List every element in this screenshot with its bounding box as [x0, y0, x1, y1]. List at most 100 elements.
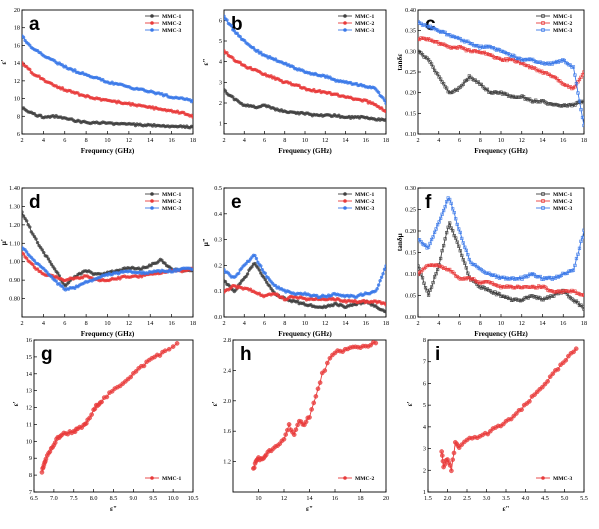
data-point [460, 236, 464, 241]
x-tick-label: 8 [479, 320, 482, 327]
y-tick-label: 6 [219, 17, 222, 24]
data-point [238, 34, 242, 39]
y-axis-label: μ" [202, 238, 210, 246]
legend-marker [541, 14, 545, 18]
y-tick-label: 0.1 [214, 288, 222, 295]
data-point [555, 367, 561, 372]
legend-label: MMC-3 [162, 28, 181, 34]
data-point [466, 271, 470, 275]
y-tick-label: 0.5 [214, 185, 222, 192]
x-tick-label: 6 [458, 320, 461, 327]
data-point [235, 31, 239, 36]
plot-area [224, 253, 386, 314]
plot-area [224, 14, 386, 122]
data-point [566, 353, 571, 359]
y-tick-label: 0.25 [405, 69, 416, 76]
y-tick-label: 2.4 [223, 367, 231, 374]
data-point [253, 261, 257, 266]
data-point [379, 275, 384, 279]
x-tick-label: 16 [332, 495, 338, 502]
data-point [466, 77, 470, 82]
x-tick-label: 18 [357, 495, 363, 502]
data-point [582, 100, 584, 104]
y-axis-label: μ' [0, 239, 8, 245]
data-point [52, 267, 57, 271]
legend-marker [150, 14, 154, 18]
data-point [384, 310, 386, 314]
data-point [325, 360, 330, 366]
y-tick-label: 12 [26, 405, 32, 412]
x-tick-label: 10 [498, 320, 504, 327]
data-point [231, 95, 235, 99]
data-point [501, 421, 506, 427]
panel-letter: c [425, 14, 436, 35]
legend-label: MMC-1 [553, 14, 572, 20]
panel-letter: d [29, 192, 41, 213]
data-point [442, 208, 446, 213]
legend-marker [541, 192, 545, 196]
legend-item-mmc-1: MMC-1 [338, 14, 374, 20]
data-point [317, 380, 323, 385]
data-point [250, 265, 254, 269]
y-tick-label: 10 [14, 96, 20, 103]
legend-item-mmc-1: MMC-1 [536, 192, 572, 198]
data-point [166, 346, 172, 352]
data-point [423, 286, 428, 290]
y-tick-label: 1.40 [9, 185, 20, 192]
legend-item-mmc-2: MMC-2 [338, 476, 374, 482]
data-point [431, 65, 435, 69]
data-point [309, 407, 314, 412]
x-tick-label: 18 [190, 320, 196, 327]
y-tick-label: 0.20 [405, 90, 416, 97]
panel-letter: f [425, 192, 432, 213]
x-tick-label: 10 [255, 495, 261, 502]
x-tick-label: 14 [306, 495, 312, 502]
data-point [73, 68, 77, 72]
data-point [579, 239, 583, 243]
legend-marker [150, 21, 154, 25]
data-point [463, 261, 467, 265]
data-point [432, 230, 437, 234]
x-tick-label: 18 [383, 320, 389, 327]
data-point [376, 283, 381, 287]
data-point [26, 223, 30, 227]
legend-label: MMC-2 [355, 199, 374, 205]
x-axis-label: Frequency (GHz) [81, 147, 135, 155]
x-axis-label: Frequency (GHz) [474, 147, 528, 155]
y-axis-label: ε' [211, 401, 219, 406]
y-tick-label: 1.20 [9, 222, 20, 229]
series-mmc-1 [22, 106, 193, 130]
data-point [322, 368, 328, 373]
y-tick-label: 2.8 [223, 337, 231, 344]
data-point [460, 253, 464, 258]
data-point [532, 392, 537, 397]
data-point [174, 341, 180, 346]
y-tick-label: 6 [17, 131, 20, 138]
data-point [232, 29, 237, 33]
x-tick-label: 4.0 [522, 495, 530, 502]
data-point [445, 231, 449, 235]
x-tick-label: 10 [302, 137, 308, 144]
data-point [128, 374, 134, 380]
data-point [428, 241, 432, 246]
data-point [437, 220, 441, 224]
data-point [514, 411, 519, 416]
data-point [22, 210, 24, 214]
x-tick-label: 10 [498, 137, 504, 144]
data-point [89, 412, 94, 417]
data-point [37, 74, 41, 78]
y-tick-label: 16 [26, 337, 32, 344]
data-point [295, 299, 300, 303]
data-point [99, 399, 104, 405]
y-tick-label: 0.00 [405, 314, 416, 321]
data-point [428, 288, 432, 292]
x-tick-label: 10 [104, 320, 110, 327]
data-point [447, 463, 453, 468]
data-point [307, 415, 312, 420]
chart-panel-i: 1.5 2.0 2.5 3.0 3.5 4.0 4.5 5.0 5.5 1 2 3 4 5 6 7 8 ε" ε' i… [406, 337, 588, 513]
chart-panel-d: 2 4 6 8 10 12 14 16 18 0.80 0.90 1.00 1.10 1.20 1.30 1.… [0, 185, 196, 338]
y-tick-label: 6 [423, 380, 426, 387]
data-point [445, 86, 449, 90]
